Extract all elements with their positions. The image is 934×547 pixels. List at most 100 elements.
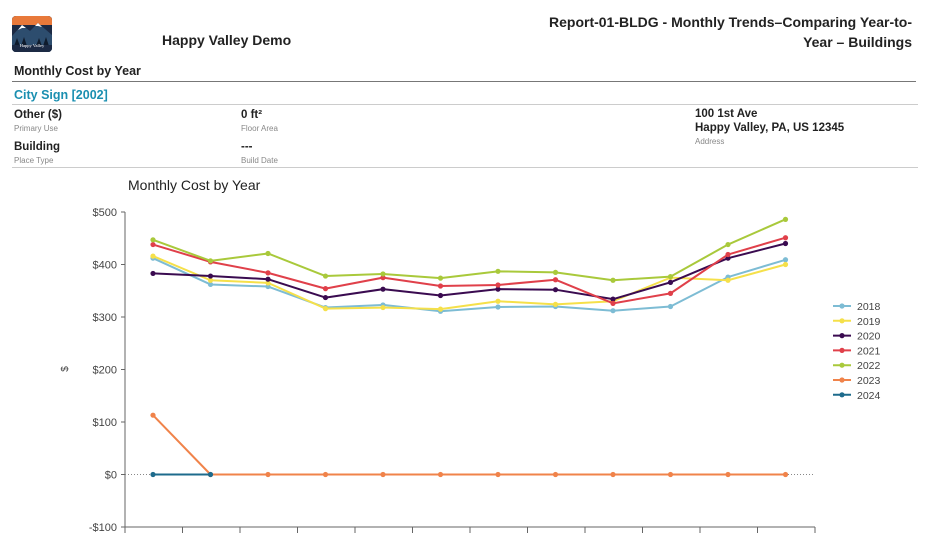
series-2019-point <box>150 253 156 259</box>
series-2020-point <box>380 286 386 292</box>
series-2020-point <box>265 276 271 282</box>
series-2022-point <box>322 273 329 279</box>
series-2024-point <box>150 471 156 478</box>
series-2020-point <box>725 255 731 261</box>
series-2023-point <box>610 471 616 478</box>
series-2019-point <box>207 277 214 283</box>
section-title: Monthly Cost by Year <box>14 64 141 78</box>
place-type-label: Place Type <box>14 156 54 165</box>
series-2021-point <box>437 283 444 289</box>
series-2019-point <box>380 304 386 311</box>
legend-label-2023: 2023 <box>857 375 881 387</box>
series-2020-point <box>322 294 329 301</box>
primary-use-label: Primary Use <box>14 124 59 133</box>
y-tick-label: $500 <box>93 207 117 219</box>
series-2020-point <box>610 296 616 302</box>
series-2020-point <box>437 292 444 299</box>
series-2019-point <box>322 306 329 312</box>
series-2021-point <box>725 251 731 258</box>
series-2023-point <box>782 471 789 478</box>
series-2018-line <box>152 257 786 313</box>
legend-marker-2024 <box>839 392 845 398</box>
y-tick-label: $300 <box>93 312 117 324</box>
series-2020-point <box>782 240 789 247</box>
series-2018-point <box>207 281 214 288</box>
series-2023-point <box>725 471 731 478</box>
series-2021-point <box>322 286 329 292</box>
series-2021-point <box>667 290 674 296</box>
series-2019-point <box>265 280 271 286</box>
series-2020-point <box>495 286 501 292</box>
series-2022-point <box>610 277 616 283</box>
build-date-value: --- <box>241 141 253 153</box>
series-2023-line <box>152 414 786 476</box>
legend-label-2021: 2021 <box>857 345 881 357</box>
chart-title: Monthly Cost by Year <box>128 177 261 193</box>
company-logo: Happy Valley <box>12 16 52 52</box>
place-name: City Sign [2002] <box>14 88 108 102</box>
series-2021-point <box>265 270 271 276</box>
y-tick-label: $200 <box>93 365 117 377</box>
series-2023-point <box>265 471 271 478</box>
series-2022-point <box>207 258 214 264</box>
logo-text: Happy Valley <box>19 43 45 48</box>
series-2020-line <box>152 242 786 301</box>
primary-use-value: Other ($) <box>14 109 62 121</box>
y-axis-title: $ <box>60 366 71 372</box>
legend-marker-2023 <box>839 377 845 383</box>
legend-label-2018: 2018 <box>857 301 881 313</box>
floor-area-value: 0 ft² <box>241 109 263 121</box>
mountain-logo-icon <box>12 16 52 52</box>
series-2018-point <box>495 304 501 310</box>
series-2022-point <box>725 241 731 248</box>
series-2022-line <box>152 218 786 282</box>
series-2021-point <box>610 300 616 306</box>
series-2022-point <box>150 237 156 243</box>
legend-marker-2021 <box>839 347 845 353</box>
series-2019-point <box>552 301 559 307</box>
series-2018-point <box>610 308 616 314</box>
series-2018-point <box>667 303 674 310</box>
legend-marker-2020 <box>839 333 845 339</box>
series-2023-point <box>150 412 156 418</box>
y-tick-label: -$100 <box>89 522 117 534</box>
legend-label-2020: 2020 <box>857 331 881 343</box>
y-tick-label: $0 <box>105 470 117 482</box>
series-2020-point <box>667 279 674 285</box>
series-2022-point <box>667 273 674 280</box>
place-type-value: Building <box>14 141 60 153</box>
series-2020-point <box>207 273 214 279</box>
series-2023-point <box>322 471 329 478</box>
series-2019-point <box>437 306 444 312</box>
series-2024-point <box>207 471 214 478</box>
legend-marker-2022 <box>839 362 845 368</box>
series-2022-point <box>380 271 386 277</box>
legend-label-2024: 2024 <box>857 390 881 402</box>
series-2022-point <box>437 275 444 281</box>
report-title: Report-01-BLDG - Monthly Trends–Comparin… <box>549 14 912 50</box>
series-2023-point <box>667 471 674 478</box>
series-2021-point <box>150 241 156 248</box>
series-2018-point <box>782 257 789 263</box>
series-2023-point <box>552 471 559 478</box>
series-2020-point <box>552 287 559 293</box>
series-2019-line <box>152 255 786 311</box>
series-2020-point <box>150 270 156 277</box>
series-2019-point <box>725 277 731 283</box>
floor-area-label: Floor Area <box>241 124 278 133</box>
series-2021-point <box>782 235 789 241</box>
build-date-label: Build Date <box>241 156 278 165</box>
series-2021-point <box>380 275 386 281</box>
y-tick-label: $400 <box>93 260 117 272</box>
series-2021-point <box>495 282 501 288</box>
legend-marker-2019 <box>839 318 845 324</box>
series-2019-point <box>495 298 501 304</box>
address-line2: Happy Valley, PA, US 12345 <box>695 122 845 134</box>
legend-label-2022: 2022 <box>857 360 881 372</box>
place-divider <box>12 104 918 105</box>
legend-label-2019: 2019 <box>857 316 881 328</box>
series-2018-point <box>265 283 271 290</box>
series-2022-point <box>552 269 559 275</box>
series-2021-line <box>152 236 786 305</box>
